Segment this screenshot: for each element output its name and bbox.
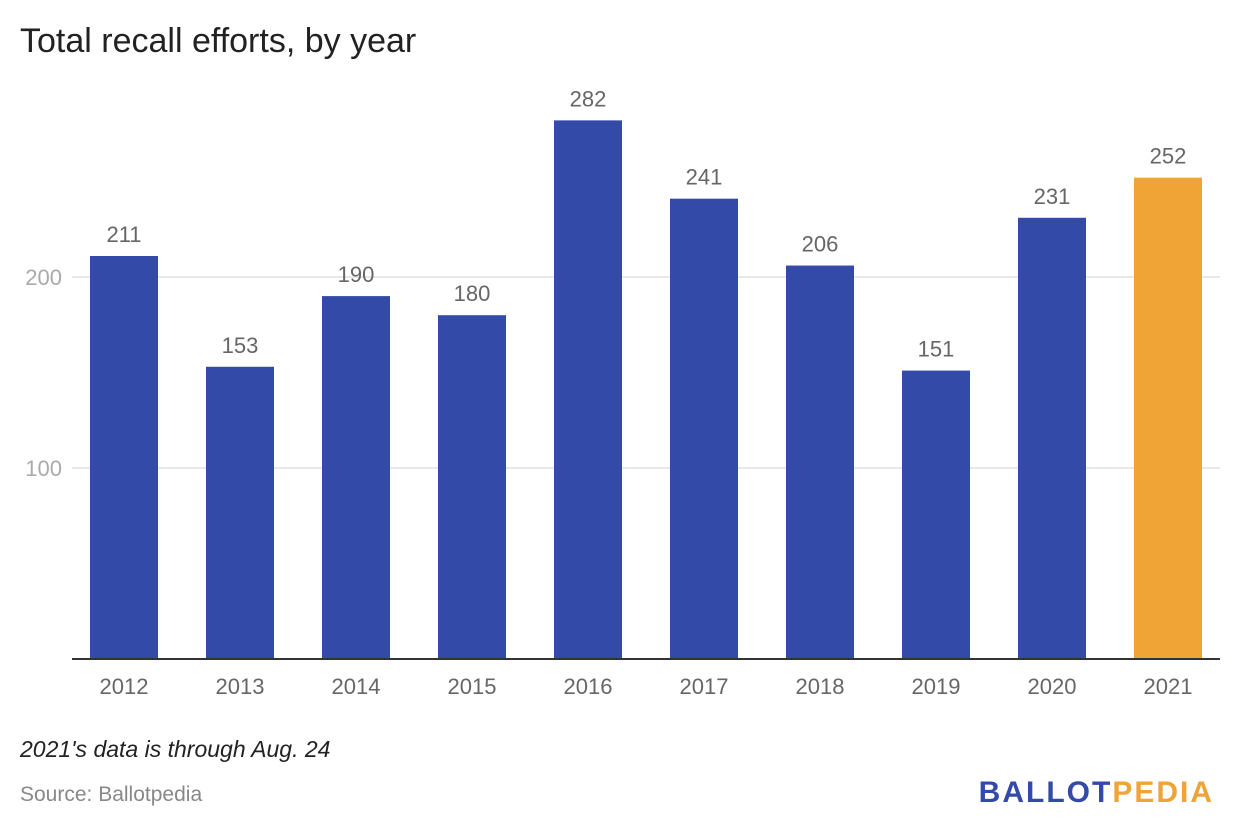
data-label-2012: 211 — [106, 222, 141, 247]
data-label-2014: 190 — [338, 262, 375, 287]
data-label-2020: 231 — [1034, 184, 1071, 209]
logo-part-pedia: PEDIA — [1112, 776, 1214, 809]
bar-chart: 100 200 211 153 190 180 282 241 206 151 231 252 20… — [25, 86, 1220, 699]
bar-2013 — [206, 366, 274, 659]
data-label-2016: 282 — [570, 86, 607, 111]
bar-2016 — [554, 120, 622, 659]
bar-2015 — [438, 315, 506, 659]
x-tick-label-2014: 2014 — [332, 674, 381, 699]
bar-2017 — [670, 198, 738, 659]
x-tick-label-2019: 2019 — [912, 674, 961, 699]
x-tick-label-2012: 2012 — [100, 674, 149, 699]
logo-part-ballot: BALLOT — [978, 776, 1113, 809]
x-tick-label-2020: 2020 — [1028, 674, 1077, 699]
x-tick-label-2013: 2013 — [216, 674, 265, 699]
x-tick-label-2015: 2015 — [448, 674, 497, 699]
chart-title: Total recall efforts, by year — [20, 22, 417, 60]
x-tick-label-2017: 2017 — [680, 674, 729, 699]
data-label-2021: 252 — [1150, 144, 1187, 169]
data-labels: 211 153 190 180 282 241 206 151 231 252 — [106, 86, 1186, 361]
data-label-2018: 206 — [802, 232, 839, 257]
bars — [90, 120, 1202, 660]
data-label-2015: 180 — [454, 281, 491, 306]
data-label-2019: 151 — [918, 337, 955, 362]
data-label-2017: 241 — [686, 165, 723, 190]
bar-2019 — [902, 370, 970, 659]
y-axis-ticks: 100 200 — [25, 265, 62, 481]
x-tick-label-2021: 2021 — [1144, 674, 1193, 699]
footnote: 2021's data is through Aug. 24 — [20, 736, 331, 762]
y-tick-label: 200 — [25, 265, 62, 290]
bar-2014 — [322, 296, 390, 659]
ballotpedia-logo: BALLOTPEDIA — [979, 776, 1214, 810]
bar-2021 — [1134, 177, 1202, 659]
bar-2012 — [90, 255, 158, 660]
bar-2020 — [1018, 217, 1086, 660]
data-label-2013: 153 — [222, 333, 259, 358]
x-tick-label-2016: 2016 — [564, 674, 613, 699]
x-axis-ticks: 2012 2013 2014 2015 2016 2017 2018 2019 2020 2021 — [100, 674, 1193, 699]
x-tick-label-2018: 2018 — [796, 674, 845, 699]
bar-2018 — [786, 265, 854, 659]
y-tick-label: 100 — [25, 456, 62, 481]
source-credit: Source: Ballotpedia — [20, 783, 203, 806]
